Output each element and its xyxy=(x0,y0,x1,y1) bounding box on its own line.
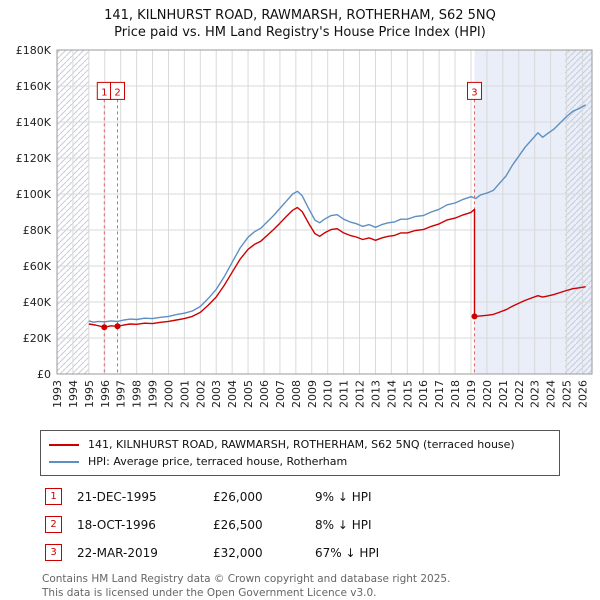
legend-swatch-property xyxy=(49,443,79,446)
svg-text:2012: 2012 xyxy=(354,380,367,408)
svg-text:1999: 1999 xyxy=(147,380,160,408)
svg-text:2014: 2014 xyxy=(385,380,398,408)
transaction-number-badge: 1 xyxy=(45,488,62,505)
transaction-price: £32,000 xyxy=(213,545,263,560)
svg-text:1995: 1995 xyxy=(83,380,96,408)
svg-text:2020: 2020 xyxy=(481,380,494,408)
svg-text:2009: 2009 xyxy=(306,380,319,408)
legend-label-property: 141, KILNHURST ROAD, RAWMARSH, ROTHERHAM… xyxy=(88,438,515,451)
svg-text:2008: 2008 xyxy=(290,380,303,408)
svg-text:1998: 1998 xyxy=(131,380,144,408)
svg-text:1996: 1996 xyxy=(99,380,112,408)
page-subtitle: Price paid vs. HM Land Registry's House … xyxy=(114,25,486,40)
svg-text:£20K: £20K xyxy=(23,332,52,345)
svg-text:2007: 2007 xyxy=(274,380,287,408)
svg-text:1993: 1993 xyxy=(51,380,64,408)
transaction-date: 21-DEC-1995 xyxy=(77,489,157,504)
transactions-table: 1 21-DEC-1995 £26,000 9% ↓ HPI 2 18-OCT-… xyxy=(45,488,600,561)
svg-text:2018: 2018 xyxy=(449,380,462,408)
svg-text:£60K: £60K xyxy=(23,260,52,273)
transaction-number-badge: 2 xyxy=(45,516,62,533)
transaction-hpi-diff: 8% ↓ HPI xyxy=(315,517,372,532)
transaction-date: 22-MAR-2019 xyxy=(77,545,158,560)
svg-text:2: 2 xyxy=(114,87,120,98)
svg-text:1: 1 xyxy=(101,87,107,98)
svg-text:2024: 2024 xyxy=(545,380,558,408)
svg-text:2005: 2005 xyxy=(242,380,255,408)
svg-text:£160K: £160K xyxy=(16,80,52,93)
transaction-row: 3 22-MAR-2019 £32,000 67% ↓ HPI xyxy=(45,544,600,561)
price-chart-svg: £0 £20K £40K £60K £80K £100K £120K £140K £160K £1… xyxy=(16,44,593,408)
legend-item-property: 141, KILNHURST ROAD, RAWMARSH, ROTHERHAM… xyxy=(49,436,551,453)
svg-text:2019: 2019 xyxy=(465,380,478,408)
transaction-row: 1 21-DEC-1995 £26,000 9% ↓ HPI xyxy=(45,488,600,505)
svg-text:3: 3 xyxy=(471,87,477,98)
chart-header: 141, KILNHURST ROAD, RAWMARSH, ROTHERHAM… xyxy=(0,0,600,41)
svg-text:£80K: £80K xyxy=(23,224,52,237)
license-footer: Contains HM Land Registry data © Crown c… xyxy=(42,572,600,600)
svg-text:2025: 2025 xyxy=(561,380,574,408)
svg-text:2013: 2013 xyxy=(369,380,382,408)
svg-text:2006: 2006 xyxy=(258,380,271,408)
svg-text:2017: 2017 xyxy=(433,380,446,408)
svg-text:£140K: £140K xyxy=(16,116,52,129)
svg-text:£120K: £120K xyxy=(16,152,52,165)
legend-swatch-hpi xyxy=(49,460,79,463)
svg-text:£0: £0 xyxy=(37,368,51,381)
svg-text:2011: 2011 xyxy=(338,380,351,408)
footer-line-1: Contains HM Land Registry data © Crown c… xyxy=(42,573,451,585)
svg-text:£40K: £40K xyxy=(23,296,52,309)
svg-text:2002: 2002 xyxy=(194,380,207,408)
svg-text:2022: 2022 xyxy=(513,380,526,408)
svg-text:2023: 2023 xyxy=(529,380,542,408)
svg-text:1994: 1994 xyxy=(67,380,80,408)
svg-text:2003: 2003 xyxy=(210,380,223,408)
page-title: 141, KILNHURST ROAD, RAWMARSH, ROTHERHAM… xyxy=(104,8,496,23)
chart: £0 £20K £40K £60K £80K £100K £120K £140K £160K £1… xyxy=(0,44,600,416)
transaction-number-badge: 3 xyxy=(45,544,62,561)
transaction-price: £26,000 xyxy=(213,489,263,504)
svg-text:2026: 2026 xyxy=(576,380,589,408)
svg-text:2000: 2000 xyxy=(162,380,175,408)
svg-text:£100K: £100K xyxy=(16,188,52,201)
transaction-hpi-diff: 9% ↓ HPI xyxy=(315,489,372,504)
svg-text:2021: 2021 xyxy=(497,380,510,408)
svg-text:1997: 1997 xyxy=(115,380,128,408)
svg-text:2001: 2001 xyxy=(178,380,191,408)
footer-line-2: This data is licensed under the Open Gov… xyxy=(42,587,377,600)
transaction-price: £26,500 xyxy=(213,517,263,532)
svg-text:2010: 2010 xyxy=(322,380,335,408)
svg-text:2016: 2016 xyxy=(417,380,430,408)
svg-text:2004: 2004 xyxy=(226,380,239,408)
legend-item-hpi: HPI: Average price, terraced house, Roth… xyxy=(49,453,551,470)
transaction-hpi-diff: 67% ↓ HPI xyxy=(315,545,380,560)
legend-label-hpi: HPI: Average price, terraced house, Roth… xyxy=(88,455,348,468)
svg-text:2015: 2015 xyxy=(401,380,414,408)
transaction-date: 18-OCT-1996 xyxy=(77,517,156,532)
chart-legend: 141, KILNHURST ROAD, RAWMARSH, ROTHERHAM… xyxy=(40,430,560,476)
transaction-row: 2 18-OCT-1996 £26,500 8% ↓ HPI xyxy=(45,516,600,533)
svg-text:£180K: £180K xyxy=(16,44,52,57)
